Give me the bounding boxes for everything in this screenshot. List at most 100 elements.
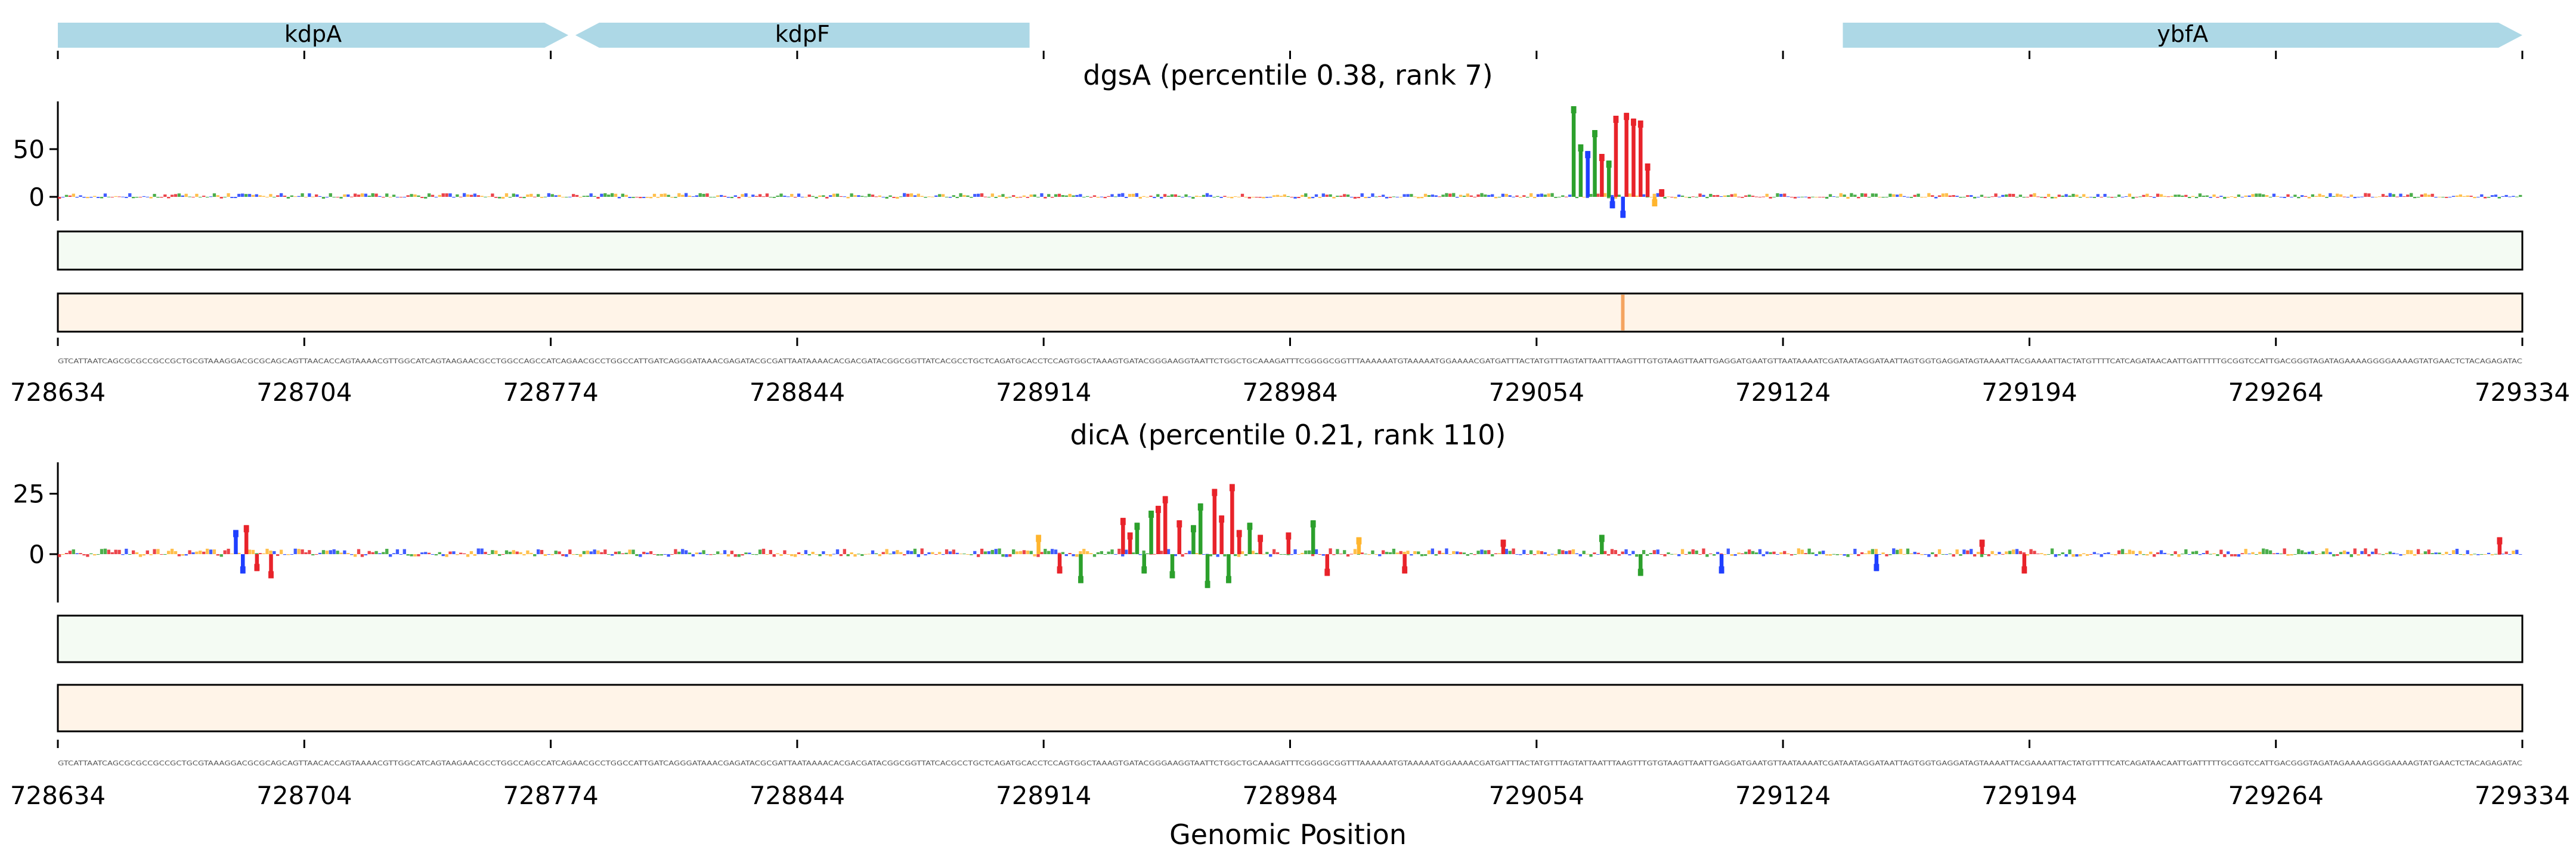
logo-bg-mark bbox=[1793, 554, 1797, 555]
logo-bg-mark bbox=[1931, 195, 1934, 197]
logo-bg-mark bbox=[1733, 193, 1737, 197]
logo-bg-mark bbox=[1568, 194, 1572, 197]
logo-bg-mark bbox=[2480, 194, 2484, 197]
logo-bg-mark bbox=[480, 548, 484, 554]
logo-bg-mark bbox=[2490, 554, 2494, 555]
logo-bg-mark bbox=[2342, 550, 2346, 554]
logo-bg-mark bbox=[2504, 194, 2508, 197]
panel-title: dicA (percentile 0.21, rank 110) bbox=[1070, 419, 1506, 451]
logo-bg-mark bbox=[247, 549, 252, 554]
logo-bg-mark bbox=[1308, 197, 1311, 199]
logo-bg-mark bbox=[1702, 194, 1705, 197]
logo-bg-mark bbox=[58, 197, 61, 199]
logo-bg-mark bbox=[1301, 552, 1304, 554]
logo-bg-mark bbox=[857, 195, 860, 197]
logo-bg-mark bbox=[2311, 551, 2315, 554]
logo-peak-A bbox=[1606, 160, 1611, 197]
logo-bg-mark bbox=[2153, 554, 2156, 557]
logo-bg-mark bbox=[540, 549, 544, 554]
logo-bg-mark bbox=[1952, 195, 1955, 197]
logo-bg-mark bbox=[2163, 196, 2167, 197]
logo-bg-mark bbox=[2416, 549, 2420, 554]
logo-peak-T bbox=[1230, 484, 1234, 554]
logo-bg-mark bbox=[994, 197, 998, 198]
logo-bg-mark bbox=[1896, 194, 1899, 197]
logo-peak-A bbox=[1191, 525, 1196, 554]
logo-bg-mark bbox=[2357, 554, 2360, 556]
logo-bg-mark bbox=[1156, 194, 1160, 197]
logo-bg-mark bbox=[614, 193, 618, 197]
logo-bg-mark bbox=[2413, 554, 2417, 556]
logo-bg-mark bbox=[1779, 552, 1783, 554]
logo-bg-mark bbox=[723, 196, 727, 197]
logo-bg-mark bbox=[2018, 551, 2023, 554]
logo-bg-mark bbox=[642, 197, 646, 199]
x-tick-label: 728984 bbox=[1242, 781, 1337, 810]
logo-bg-mark bbox=[2216, 554, 2219, 557]
logo-bg-mark bbox=[2153, 197, 2156, 198]
logo-bg-mark bbox=[1385, 197, 1389, 199]
logo-bg-mark bbox=[153, 549, 156, 554]
logo-bg-mark bbox=[103, 548, 107, 554]
logo-peak-A bbox=[1639, 554, 1643, 576]
logo-bg-mark bbox=[931, 552, 934, 554]
logo-bg-mark bbox=[177, 193, 181, 197]
logo-bg-mark bbox=[276, 554, 280, 556]
logo-bg-mark bbox=[934, 554, 938, 555]
logo-bg-mark bbox=[639, 197, 642, 199]
logo-bg-mark bbox=[1469, 195, 1473, 197]
logo-bg-mark bbox=[156, 549, 160, 554]
logo-bg-mark bbox=[1659, 554, 1663, 555]
logo-bg-mark bbox=[1857, 554, 1860, 557]
logo-bg-mark bbox=[952, 195, 956, 197]
logo-bg-mark bbox=[1212, 554, 1216, 555]
logo-bg-mark bbox=[959, 193, 962, 197]
logo-peak-T bbox=[1219, 515, 1224, 554]
logo-bg-mark bbox=[2399, 554, 2402, 556]
logo-bg-mark bbox=[2364, 548, 2367, 554]
logo-bg-mark bbox=[1117, 193, 1121, 197]
logo-bg-mark bbox=[177, 554, 181, 557]
logo-bg-mark bbox=[188, 196, 191, 197]
logo-bg-mark bbox=[2015, 549, 2019, 554]
logo-bg-mark bbox=[286, 197, 290, 199]
logo-bg-mark bbox=[1589, 194, 1593, 197]
logo-bg-mark bbox=[674, 197, 677, 198]
logo-bg-mark bbox=[769, 549, 772, 554]
logo-bg-mark bbox=[878, 554, 882, 557]
logo-bg-mark bbox=[293, 548, 297, 554]
logo-bg-mark bbox=[603, 193, 607, 197]
logo-bg-mark bbox=[1702, 548, 1705, 554]
logo-peak-A bbox=[1593, 130, 1597, 197]
logo-bg-mark bbox=[125, 548, 128, 554]
logo-bg-mark bbox=[2286, 194, 2290, 197]
logo-bg-mark bbox=[2268, 550, 2272, 554]
logo-bg-mark bbox=[1744, 195, 1748, 197]
logo-bg-mark bbox=[896, 549, 899, 554]
logo-bg-mark bbox=[2050, 548, 2054, 554]
logo-bg-mark bbox=[1843, 554, 1846, 556]
logo-bg-mark bbox=[1578, 554, 1582, 557]
logo-bg-mark bbox=[308, 193, 311, 197]
logo-bg-mark bbox=[2303, 552, 2308, 554]
logo-bg-mark bbox=[681, 549, 685, 554]
logo-bg-mark bbox=[290, 554, 293, 555]
logo-bg-mark bbox=[181, 554, 184, 556]
logo-bg-mark bbox=[586, 550, 589, 554]
logo-peak-cap bbox=[1176, 520, 1182, 528]
logo-bg-mark bbox=[2445, 197, 2448, 198]
logo-bg-mark bbox=[1166, 549, 1171, 554]
logo-bg-mark bbox=[1987, 554, 1990, 557]
logo-bg-mark bbox=[853, 554, 857, 557]
logo-bg-mark bbox=[607, 194, 611, 197]
logo-bg-mark bbox=[558, 194, 561, 197]
logo-bg-mark bbox=[1117, 548, 1121, 554]
logo-bg-mark bbox=[1846, 554, 1850, 557]
logo-bg-mark bbox=[536, 549, 540, 554]
logo-bg-mark bbox=[392, 194, 396, 197]
logo-bg-mark bbox=[1709, 193, 1713, 197]
logo-bg-mark bbox=[2138, 551, 2142, 554]
logo-bg-mark bbox=[575, 554, 579, 555]
logo-bg-mark bbox=[1850, 554, 1853, 555]
logo-bg-mark bbox=[1367, 554, 1371, 555]
